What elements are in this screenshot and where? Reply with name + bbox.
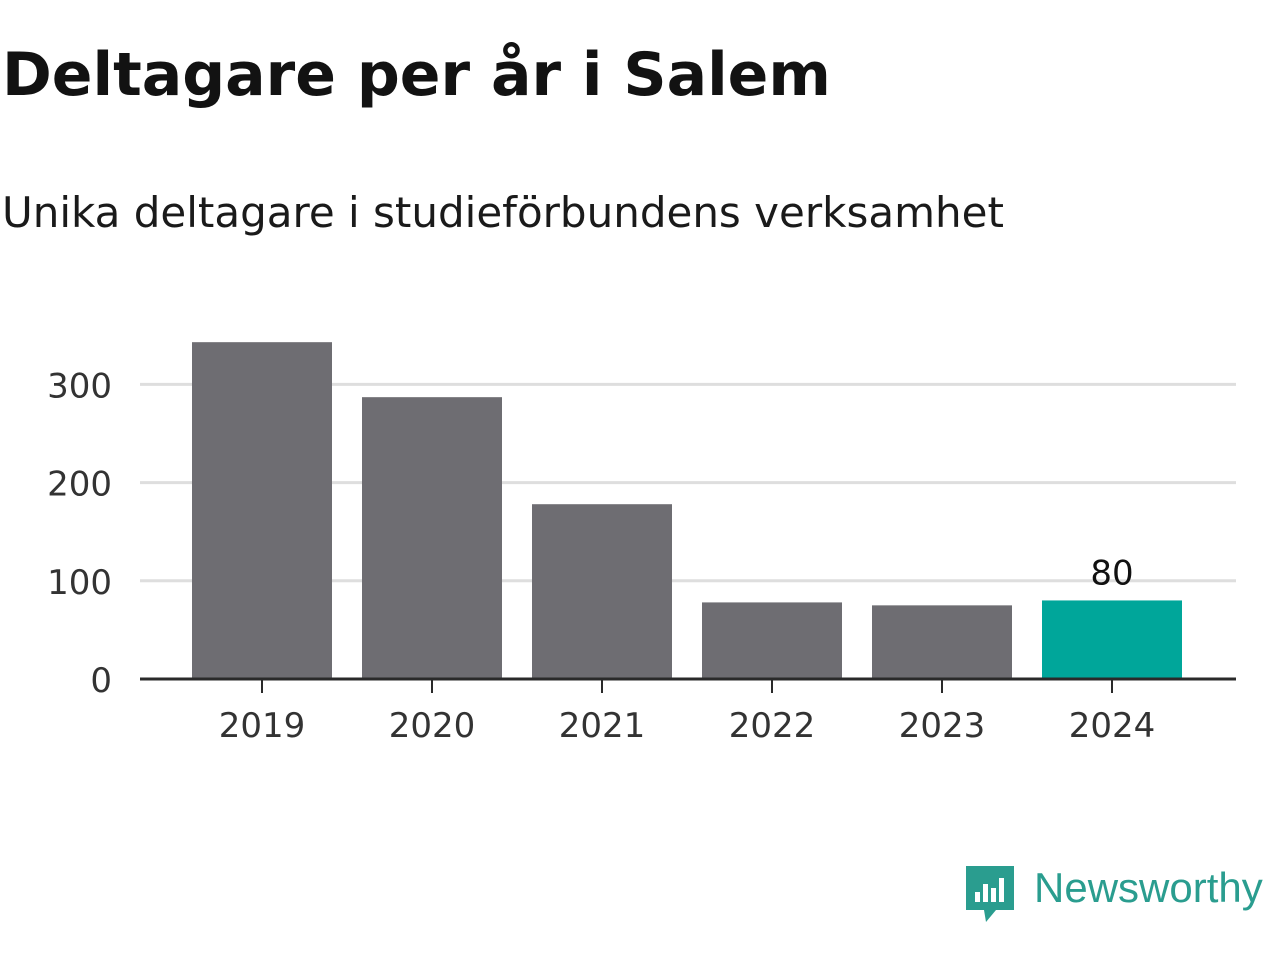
y-tick-label: 0 [90, 661, 112, 701]
brand-name: Newsworthy [1034, 864, 1263, 911]
chart-subtitle: Unika deltagare i studieförbundens verks… [2, 188, 1004, 237]
x-tick-label: 2024 [1069, 706, 1156, 746]
bar-2020 [362, 397, 502, 679]
data-label: 80 [1090, 553, 1133, 593]
bar-chart: 0 100 200 300 2019 2020 2021 2022 2023 2024 80 [47, 342, 1236, 746]
brand-logo: Newsworthy [964, 864, 1263, 926]
x-tick-label: 2022 [729, 706, 816, 746]
bar-2024 [1042, 600, 1182, 679]
y-tick-label: 100 [47, 563, 112, 603]
bar-chart-speech-bubble-icon [966, 866, 1014, 922]
x-tick-label: 2023 [899, 706, 986, 746]
x-tick-label: 2019 [219, 706, 306, 746]
y-tick-label: 200 [47, 465, 112, 505]
bar-2023 [872, 605, 1012, 679]
chart-title: Deltagare per år i Salem [2, 40, 831, 110]
x-tick-label: 2021 [559, 706, 646, 746]
x-tick-label: 2020 [389, 706, 476, 746]
y-tick-label: 300 [47, 366, 112, 406]
bar-2021 [532, 504, 672, 679]
bar-2019 [192, 342, 332, 679]
bar-2022 [702, 602, 842, 679]
